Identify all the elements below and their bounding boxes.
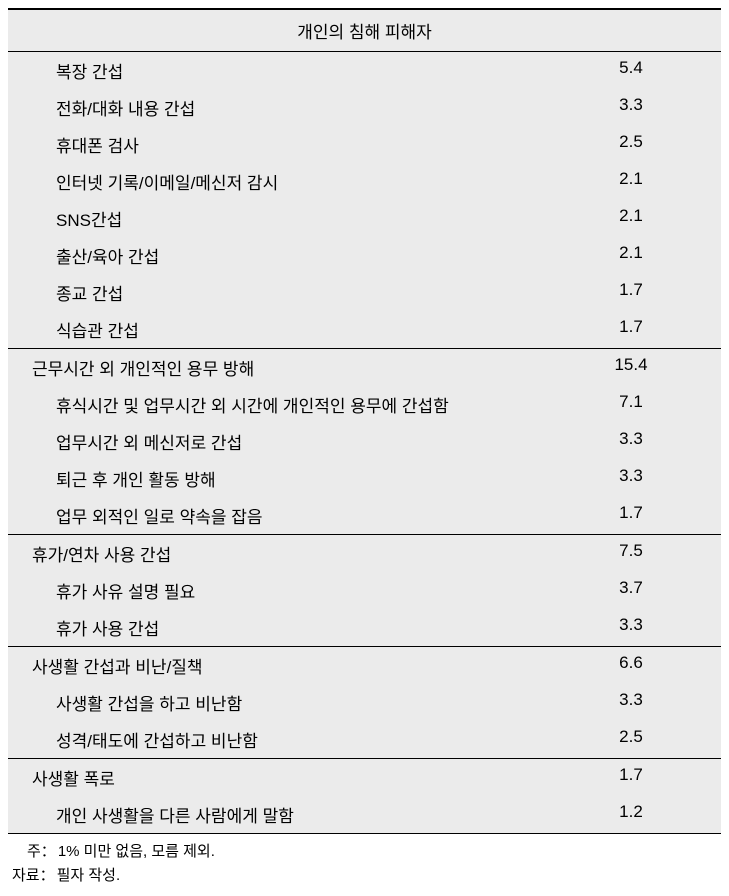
row-label: 출산/육아 간섭 [8, 243, 551, 268]
row-value: 3.7 [551, 578, 721, 603]
row-label: 업무 외적인 일로 약속을 잡음 [8, 503, 551, 528]
footnote-2-text: 필자 작성. [57, 864, 121, 888]
row-value: 3.3 [551, 95, 721, 120]
row-value: 2.5 [551, 132, 721, 157]
table-row: 인터넷 기록/이메일/메신저 감시2.1 [8, 163, 721, 200]
row-value: 2.1 [551, 206, 721, 231]
table-header: 개인의 침해 피해자 [8, 8, 721, 52]
row-label: 전화/대화 내용 간섭 [8, 95, 551, 120]
table-row: 종교 간섭1.7 [8, 274, 721, 311]
row-value: 3.3 [551, 615, 721, 640]
row-value: 7.1 [551, 392, 721, 417]
section-label: 휴가/연차 사용 간섭 [8, 541, 551, 566]
row-value: 1.2 [551, 802, 721, 827]
row-value: 3.3 [551, 690, 721, 715]
row-label: 종교 간섭 [8, 280, 551, 305]
section-value: 15.4 [551, 355, 721, 380]
row-value: 3.3 [551, 429, 721, 454]
table-row: 휴식시간 및 업무시간 외 시간에 개인적인 용무에 간섭함7.1 [8, 386, 721, 423]
section-header-row: 사생활 폭로1.7 [8, 758, 721, 796]
row-label: 휴가 사유 설명 필요 [8, 578, 551, 603]
table-body: 복장 간섭5.4전화/대화 내용 간섭3.3휴대폰 검사2.5인터넷 기록/이메… [8, 52, 721, 834]
table-row: 휴대폰 검사2.5 [8, 126, 721, 163]
table-row: 퇴근 후 개인 활동 방해3.3 [8, 460, 721, 497]
section-header-row: 근무시간 외 개인적인 용무 방해15.4 [8, 348, 721, 386]
row-label: 휴식시간 및 업무시간 외 시간에 개인적인 용무에 간섭함 [8, 392, 551, 417]
row-value: 1.7 [551, 317, 721, 342]
footnote-1-label: 주： [12, 840, 56, 864]
data-table: 개인의 침해 피해자 복장 간섭5.4전화/대화 내용 간섭3.3휴대폰 검사2… [8, 8, 721, 834]
row-label: 휴가 사용 간섭 [8, 615, 551, 640]
table-row: 업무 외적인 일로 약속을 잡음1.7 [8, 497, 721, 534]
table-row: 성격/태도에 간섭하고 비난함2.5 [8, 721, 721, 758]
section-value: 7.5 [551, 541, 721, 566]
row-value: 5.4 [551, 58, 721, 83]
table-row: 업무시간 외 메신저로 간섭3.3 [8, 423, 721, 460]
section-label: 근무시간 외 개인적인 용무 방해 [8, 355, 551, 380]
row-value: 1.7 [551, 280, 721, 305]
section-value: 1.7 [551, 765, 721, 790]
row-label: 퇴근 후 개인 활동 방해 [8, 466, 551, 491]
table-row: 사생활 간섭을 하고 비난함3.3 [8, 684, 721, 721]
row-value: 2.1 [551, 243, 721, 268]
row-value: 3.3 [551, 466, 721, 491]
table-row: 개인 사생활을 다른 사람에게 말함1.2 [8, 796, 721, 834]
section-label: 사생활 간섭과 비난/질책 [8, 653, 551, 678]
footnotes: 주： 1% 미만 없음, 모름 제외. 자료： 필자 작성. [8, 840, 721, 888]
table-row: 출산/육아 간섭2.1 [8, 237, 721, 274]
row-label: 휴대폰 검사 [8, 132, 551, 157]
footnote-2-label: 자료： [12, 864, 55, 888]
footnote-2: 자료： 필자 작성. [12, 864, 721, 888]
table-row: 복장 간섭5.4 [8, 52, 721, 89]
table-row: 식습관 간섭1.7 [8, 311, 721, 348]
row-label: 식습관 간섭 [8, 317, 551, 342]
row-label: 개인 사생활을 다른 사람에게 말함 [8, 802, 551, 827]
table-row: 휴가 사용 간섭3.3 [8, 609, 721, 646]
table-row: SNS간섭2.1 [8, 200, 721, 237]
section-value: 6.6 [551, 653, 721, 678]
footnote-1-text: 1% 미만 없음, 모름 제외. [58, 840, 215, 864]
row-value: 2.1 [551, 169, 721, 194]
footnote-1: 주： 1% 미만 없음, 모름 제외. [12, 840, 721, 864]
header-text: 개인의 침해 피해자 [297, 23, 432, 42]
row-label: 인터넷 기록/이메일/메신저 감시 [8, 169, 551, 194]
row-value: 1.7 [551, 503, 721, 528]
section-label: 사생활 폭로 [8, 765, 551, 790]
section-header-row: 사생활 간섭과 비난/질책6.6 [8, 646, 721, 684]
row-label: 사생활 간섭을 하고 비난함 [8, 690, 551, 715]
section-header-row: 휴가/연차 사용 간섭7.5 [8, 534, 721, 572]
row-value: 2.5 [551, 727, 721, 752]
row-label: SNS간섭 [8, 206, 551, 231]
table-row: 휴가 사유 설명 필요3.7 [8, 572, 721, 609]
row-label: 성격/태도에 간섭하고 비난함 [8, 727, 551, 752]
table-row: 전화/대화 내용 간섭3.3 [8, 89, 721, 126]
row-label: 복장 간섭 [8, 58, 551, 83]
row-label: 업무시간 외 메신저로 간섭 [8, 429, 551, 454]
